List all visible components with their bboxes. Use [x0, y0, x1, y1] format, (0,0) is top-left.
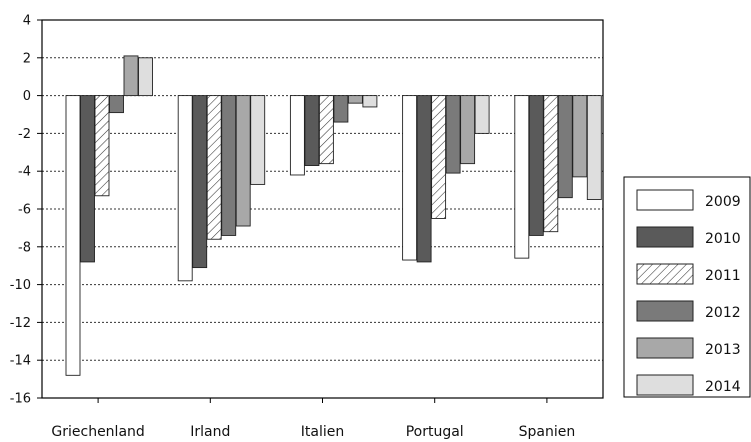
x-category-label: Spanien	[519, 424, 576, 440]
bar-2009-Portugal	[402, 95, 418, 261]
bar-2014-Italien	[362, 95, 378, 108]
legend: 2009 2010 2011 2012 2013 2014	[623, 176, 751, 398]
bar-2012-Griechenland	[109, 95, 124, 114]
bar-2010-Griechenland	[80, 95, 95, 263]
bar-2011-Griechenland	[94, 95, 110, 197]
legend-label-2013: 2013	[705, 342, 741, 358]
bar-2013-Portugal	[460, 95, 476, 165]
bar-2014-Portugal	[474, 95, 490, 134]
y-tick-label: -12	[10, 316, 31, 331]
bar-2011-Irland	[206, 95, 222, 240]
y-tick-label: 4	[23, 14, 31, 29]
legend-label-2014: 2014	[705, 379, 741, 395]
bar-2014-Irland	[250, 95, 266, 185]
legend-label-2010: 2010	[705, 231, 741, 247]
legend-swatch-2010	[636, 226, 694, 248]
bar-2010-Irland	[192, 95, 208, 269]
bar-2009-Italien	[289, 95, 305, 176]
y-tick-label: -8	[18, 240, 31, 255]
y-tick-label: -10	[10, 278, 31, 293]
bar-2014-Spanien	[586, 95, 602, 200]
x-axis: Griechenland Irland Italien Portugal Spanien	[51, 398, 575, 440]
bar-2009-Griechenland	[65, 95, 81, 376]
bar-2012-Spanien	[557, 95, 573, 199]
bar-2012-Italien	[333, 95, 349, 123]
bar-2010-Portugal	[416, 95, 432, 263]
legend-swatch-2012	[636, 300, 694, 322]
legend-swatch-2009	[636, 189, 694, 211]
x-category-label: Portugal	[406, 424, 464, 440]
legend-label-2009: 2009	[705, 194, 741, 210]
y-tick-label: 0	[23, 89, 31, 104]
bar-2014-Griechenland	[138, 57, 153, 97]
y-tick-label: -16	[10, 392, 31, 407]
y-tick-label: 2	[23, 51, 31, 66]
legend-label-2011: 2011	[705, 268, 741, 284]
bar-2011-Italien	[318, 95, 334, 165]
bar-2010-Italien	[304, 95, 320, 166]
legend-box	[623, 176, 751, 398]
y-tick-label: -14	[10, 354, 31, 369]
bar-2013-Italien	[347, 95, 363, 104]
bar-2013-Griechenland	[123, 55, 139, 97]
x-category-label: Griechenland	[51, 424, 144, 440]
legend-swatch-2013	[636, 337, 694, 359]
legend-swatch-2014	[636, 374, 694, 396]
bar-2012-Portugal	[445, 95, 461, 174]
bar-2013-Spanien	[572, 95, 588, 178]
bar-2011-Spanien	[543, 95, 559, 233]
legend-swatch-2011	[636, 263, 694, 285]
bar-2010-Spanien	[528, 95, 544, 236]
x-category-label: Italien	[301, 424, 344, 440]
bar-2009-Irland	[177, 95, 193, 282]
bar-2011-Portugal	[431, 95, 447, 219]
legend-label-2012: 2012	[705, 305, 741, 321]
y-axis: 4 2 0 -2 -4 -6 -8 -10 -12 -14 -16	[10, 14, 42, 407]
bars	[65, 55, 602, 376]
bar-2009-Spanien	[514, 95, 530, 259]
bar-2012-Irland	[221, 95, 237, 236]
y-tick-label: -2	[18, 127, 31, 142]
x-category-label: Irland	[190, 424, 230, 440]
y-tick-label: -4	[18, 165, 31, 180]
y-tick-label: -6	[18, 203, 31, 218]
bar-2013-Irland	[235, 95, 251, 227]
